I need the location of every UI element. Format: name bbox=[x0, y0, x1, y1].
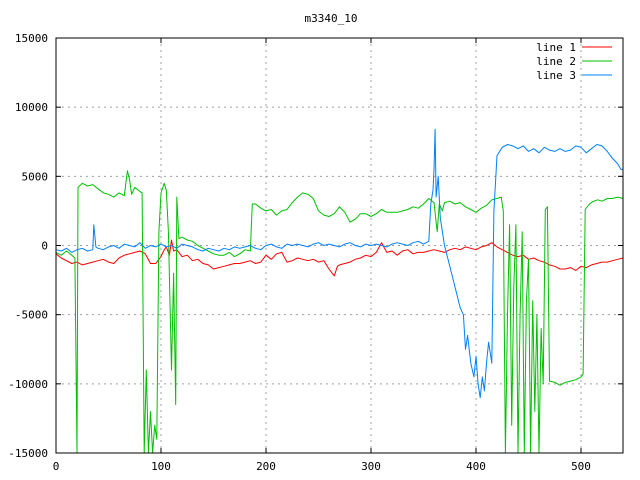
y-tick-label: -10000 bbox=[8, 378, 48, 391]
series-line-2 bbox=[55, 170, 624, 454]
chart-title: m3340_10 bbox=[305, 12, 358, 25]
x-tick-label: 100 bbox=[151, 460, 171, 473]
legend-label-3: line 3 bbox=[536, 69, 576, 82]
y-tick-label: -15000 bbox=[8, 447, 48, 460]
x-tick-label: 200 bbox=[256, 460, 276, 473]
legend-label-1: line 1 bbox=[536, 41, 576, 54]
x-tick-label: 300 bbox=[361, 460, 381, 473]
y-tick-label: 15000 bbox=[15, 32, 48, 45]
y-tick-label: 5000 bbox=[22, 170, 49, 183]
y-tick-label: -5000 bbox=[15, 309, 48, 322]
y-tick-label: 10000 bbox=[15, 101, 48, 114]
series-line-1 bbox=[55, 239, 624, 277]
x-tick-label: 0 bbox=[53, 460, 60, 473]
axis-ticks: 0 100 200 300 400 500 -15000 -10000 -5000 0 5000 10… bbox=[8, 32, 623, 473]
series-layer bbox=[55, 128, 624, 454]
legend-label-2: line 2 bbox=[536, 55, 576, 68]
series-line-3 bbox=[55, 128, 623, 399]
y-tick-label: 0 bbox=[41, 240, 48, 253]
grid bbox=[56, 38, 623, 453]
x-tick-label: 400 bbox=[466, 460, 486, 473]
x-tick-label: 500 bbox=[571, 460, 591, 473]
